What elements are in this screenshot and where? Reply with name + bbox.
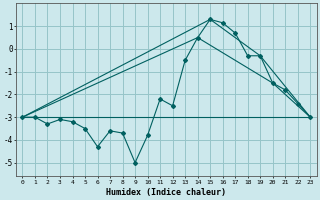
X-axis label: Humidex (Indice chaleur): Humidex (Indice chaleur) <box>106 188 226 197</box>
